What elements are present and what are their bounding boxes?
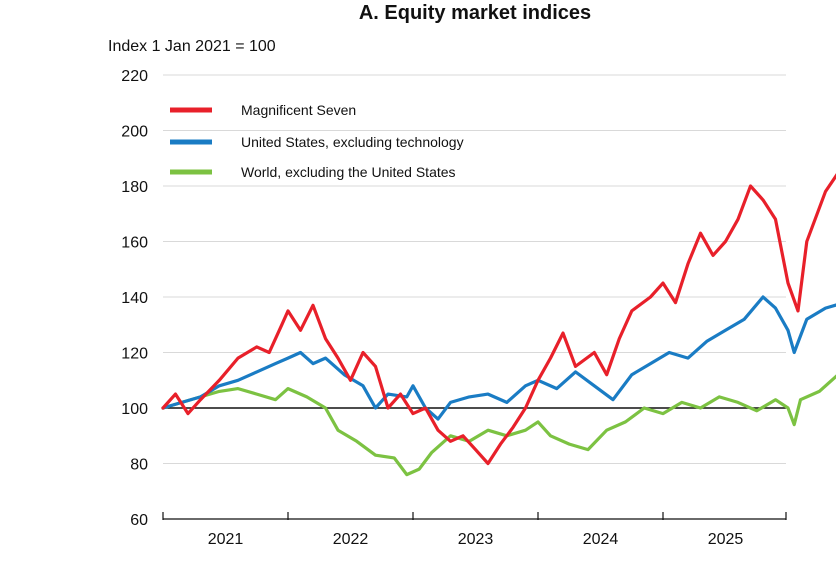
y-tick-label-60: 60 bbox=[130, 512, 148, 529]
x-tick-label-2022: 2022 bbox=[333, 531, 369, 548]
y-tick-label-220: 220 bbox=[121, 68, 148, 85]
legend-label-1: Magnificent Seven bbox=[241, 102, 356, 118]
x-tick-label-2023: 2023 bbox=[458, 531, 494, 548]
series-line-magnificent-seven bbox=[161, 173, 836, 466]
series-line-united-states-excluding-technology bbox=[161, 295, 836, 421]
series-line-world-excluding-the-united-states bbox=[161, 374, 836, 477]
y-tick-label-180: 180 bbox=[121, 179, 148, 196]
x-tick-label-2024: 2024 bbox=[583, 531, 619, 548]
legend-label-2: United States, excluding technology bbox=[241, 134, 464, 150]
y-tick-label-160: 160 bbox=[121, 235, 148, 252]
y-tick-label-140: 140 bbox=[121, 290, 148, 307]
y-tick-label-100: 100 bbox=[121, 401, 148, 418]
y-tick-label-80: 80 bbox=[130, 457, 148, 474]
y-tick-label-120: 120 bbox=[121, 346, 148, 363]
y-axis-unit-label: Index 1 Jan 2021 = 100 bbox=[108, 38, 276, 55]
x-axis-ticks: 2021 2022 2023 2024 2025 bbox=[162, 512, 787, 548]
y-axis-ticks: 60 80 100 120 140 160 180 200 220 bbox=[121, 68, 148, 529]
chart-title: A. Equity market indices bbox=[358, 2, 592, 24]
x-tick-label-2025: 2025 bbox=[708, 531, 744, 548]
series-layer bbox=[161, 173, 836, 477]
legend: Magnificent Seven United States, excludin… bbox=[170, 102, 464, 180]
legend-label-3: World, excluding the United States bbox=[241, 164, 456, 180]
x-tick-label-2021: 2021 bbox=[208, 531, 244, 548]
y-tick-label-200: 200 bbox=[121, 124, 148, 141]
